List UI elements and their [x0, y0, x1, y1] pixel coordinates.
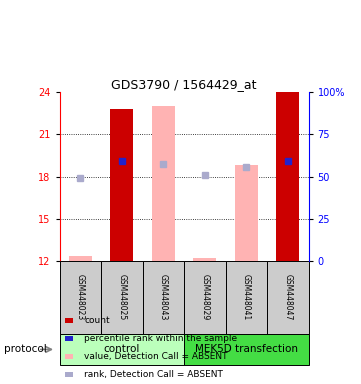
Bar [65, 318, 73, 323]
Text: GSM448041: GSM448041 [242, 275, 251, 321]
Bar [184, 261, 226, 334]
Bar [193, 258, 216, 261]
Text: percentile rank within the sample: percentile rank within the sample [84, 334, 238, 343]
Title: GDS3790 / 1564429_at: GDS3790 / 1564429_at [111, 78, 257, 91]
Bar [60, 261, 101, 334]
Bar [60, 334, 184, 365]
Bar [235, 166, 258, 261]
Bar [184, 334, 309, 365]
Bar [226, 261, 267, 334]
Bar [267, 261, 309, 334]
Text: GSM448023: GSM448023 [76, 275, 85, 321]
Bar [69, 256, 92, 261]
Bar [143, 261, 184, 334]
Bar [110, 109, 133, 261]
Text: protocol: protocol [4, 344, 46, 354]
Bar [277, 92, 299, 261]
Text: GSM448047: GSM448047 [283, 275, 292, 321]
Text: control: control [104, 344, 140, 354]
Text: MEK5D transfection: MEK5D transfection [195, 344, 298, 354]
Text: GSM448029: GSM448029 [200, 275, 209, 321]
Text: value, Detection Call = ABSENT: value, Detection Call = ABSENT [84, 352, 228, 361]
Text: GSM448043: GSM448043 [159, 275, 168, 321]
Text: count: count [84, 316, 110, 325]
Bar [65, 336, 73, 341]
Bar [65, 372, 73, 377]
Bar [152, 106, 175, 261]
Bar [101, 261, 143, 334]
Text: GSM448025: GSM448025 [117, 275, 126, 321]
Bar [65, 354, 73, 359]
Text: rank, Detection Call = ABSENT: rank, Detection Call = ABSENT [84, 370, 223, 379]
